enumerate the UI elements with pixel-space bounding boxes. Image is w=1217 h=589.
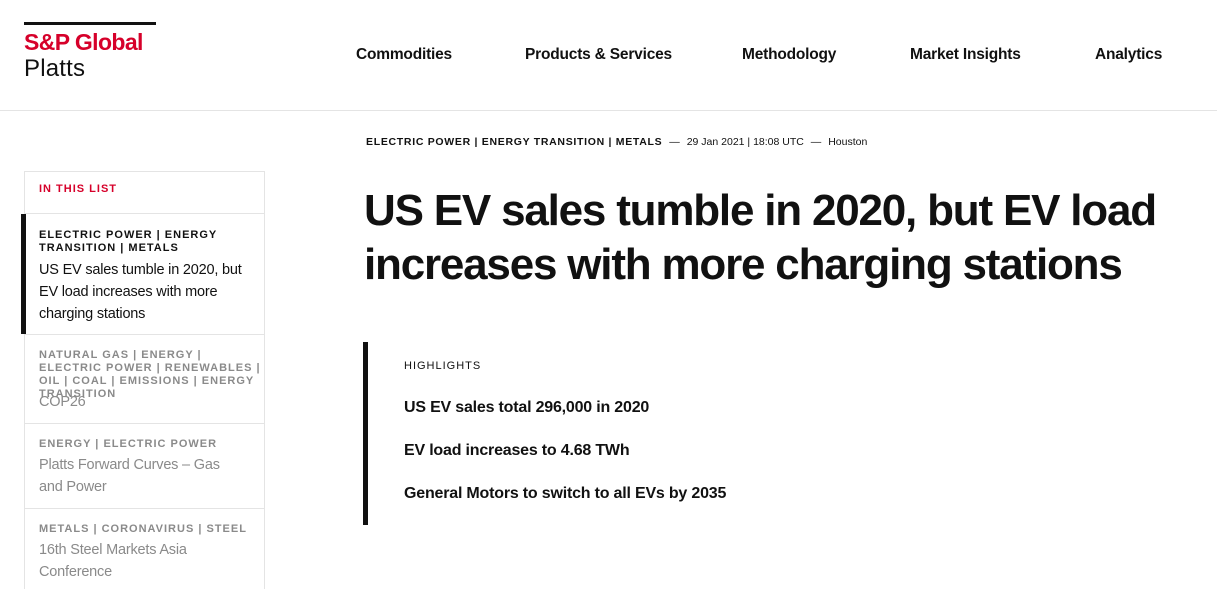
nav-item-market-insights[interactable]: Market Insights	[910, 46, 1021, 63]
sidebar-item-headline: COP26	[39, 394, 86, 410]
highlight-item: General Motors to switch to all EVs by 2…	[404, 485, 727, 502]
site-header: S&P Global Platts Commodities Products &…	[0, 0, 1217, 111]
nav-item-products-services[interactable]: Products & Services	[525, 46, 672, 63]
article-date: 29 Jan 2021 | 18:08 UTC	[686, 136, 804, 148]
sidebar-item-headline: US EV sales tumble in 2020, but EV load …	[39, 262, 242, 322]
nav-item-commodities[interactable]: Commodities	[356, 46, 452, 63]
highlights-label: HIGHLIGHTS	[404, 360, 482, 372]
sidebar-item-headline: 16th Steel Markets Asia Conference	[39, 542, 187, 580]
article-categories[interactable]: ELECTRIC POWER | ENERGY TRANSITION | MET…	[366, 136, 663, 148]
nav-item-methodology[interactable]: Methodology	[742, 46, 837, 63]
article-meta: ELECTRIC POWER | ENERGY TRANSITION | MET…	[366, 136, 867, 148]
highlight-item: US EV sales total 296,000 in 2020	[404, 399, 650, 416]
sidebar-item-headline: Platts Forward Curves – Gas and Power	[39, 457, 220, 495]
sidebar-title: IN THIS LIST	[39, 183, 117, 195]
sidebar-item-category: NATURAL GAS | ENERGY | ELECTRIC POWER | …	[39, 349, 261, 400]
article-title: US EV sales tumble in 2020, but EV load …	[364, 186, 1157, 289]
sidebar-item-cop26[interactable]: NATURAL GAS | ENERGY | ELECTRIC POWER | …	[25, 334, 264, 423]
sidebar-item-steel-conference[interactable]: METALS | CORONAVIRUS | STEEL 16th Steel …	[25, 508, 264, 589]
meta-dash: —	[669, 136, 680, 148]
logo-sub-line: Platts	[24, 55, 86, 82]
nav-item-analytics[interactable]: Analytics	[1095, 46, 1163, 63]
main-nav: Commodities Products & Services Methodol…	[0, 46, 1217, 66]
sidebar-item-category: METALS | CORONAVIRUS | STEEL	[39, 523, 247, 535]
sidebar-item-forward-curves[interactable]: ENERGY | ELECTRIC POWER Platts Forward C…	[25, 423, 264, 508]
highlights-box: HIGHLIGHTS US EV sales total 296,000 in …	[363, 342, 863, 525]
logo-bar	[24, 22, 156, 25]
logo-brand-line: S&P Global	[24, 29, 143, 55]
sidebar-item-ev-sales[interactable]: ELECTRIC POWER | ENERGY TRANSITION | MET…	[21, 213, 264, 334]
meta-dash: —	[810, 136, 822, 148]
highlight-item: EV load increases to 4.68 TWh	[404, 442, 630, 459]
in-this-list-sidebar: IN THIS LIST ELECTRIC POWER | ENERGY TRA…	[21, 171, 265, 589]
sidebar-item-category: ELECTRIC POWER | ENERGY TRANSITION | MET…	[39, 229, 218, 254]
article-location: Houston	[828, 136, 868, 148]
sidebar-item-category: ENERGY | ELECTRIC POWER	[39, 438, 218, 450]
sp-global-platts-logo[interactable]: S&P Global Platts	[24, 22, 158, 83]
